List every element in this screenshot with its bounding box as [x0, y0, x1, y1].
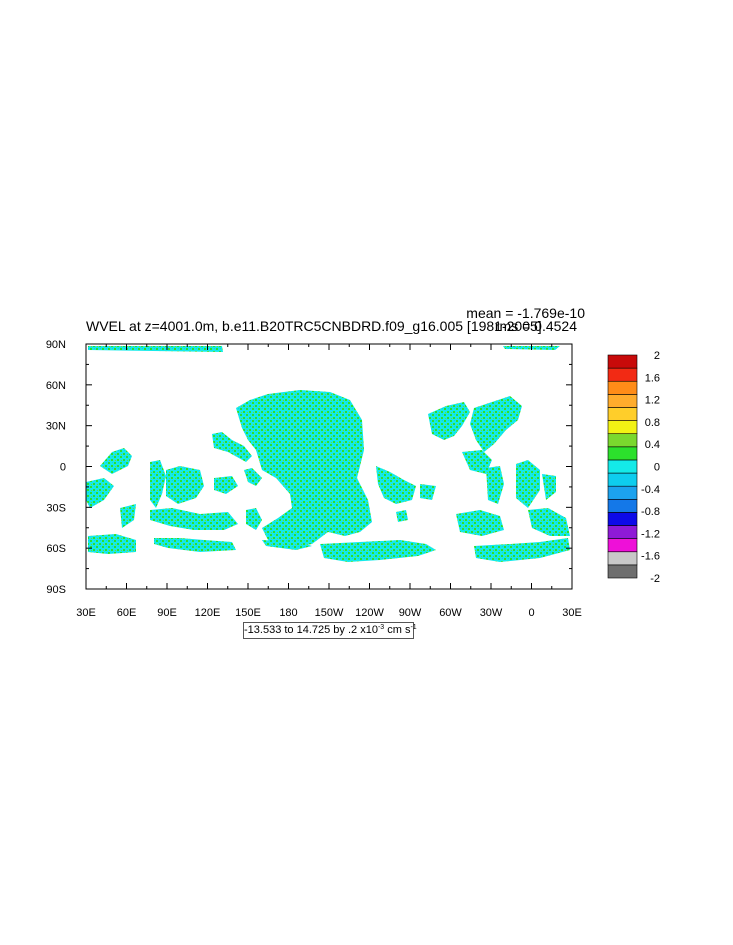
- x-tick-label: 30E: [76, 607, 96, 619]
- y-tick-label: 60S: [46, 543, 66, 555]
- colorbar-label: -2: [650, 573, 660, 585]
- field-patch: [246, 508, 262, 530]
- x-axis: 30E 60E 90E 120E 150E 180 150W 120W 90W 60W 30W 0 30…: [76, 344, 582, 619]
- x-tick-label: 150W: [315, 607, 344, 619]
- x-tick-label: 150E: [235, 607, 261, 619]
- y-tick-label: 90N: [46, 339, 66, 351]
- field-patch: [428, 402, 470, 440]
- field-patch: [214, 476, 238, 494]
- stat-rms: rms = 0.4524: [495, 318, 577, 334]
- colorbar-label: 0: [654, 462, 660, 474]
- field-patch: [420, 484, 436, 500]
- x-tick-label: 0: [528, 607, 534, 619]
- field-patch: [376, 466, 416, 504]
- colorbar-swatch: [607, 485, 638, 500]
- colorbar-swatch: [607, 354, 638, 369]
- field-patch: [262, 540, 312, 550]
- colorbar-swatch: [607, 538, 638, 553]
- field-patch: [150, 508, 238, 530]
- field-patch: [474, 538, 570, 562]
- field-patch: [516, 460, 540, 508]
- y-tick-label: 90S: [46, 584, 66, 596]
- field-patch: [320, 540, 436, 562]
- colorbar-swatch: [607, 498, 638, 513]
- x-tick-label: 120W: [355, 607, 384, 619]
- x-tick-label: 180: [279, 607, 297, 619]
- colorbar-label: 1.2: [645, 395, 660, 407]
- colorbar-label: -1.2: [641, 528, 660, 540]
- colorbar-swatch: [607, 446, 638, 461]
- field-layer: [86, 346, 570, 562]
- field-patch: [154, 538, 236, 552]
- y-tick-label: 30S: [46, 502, 66, 514]
- colorbar-swatch: [607, 367, 638, 382]
- x-tick-label: 90W: [399, 607, 422, 619]
- x-tick-label: 30W: [480, 607, 503, 619]
- x-tick-label: 60E: [117, 607, 137, 619]
- colorbar-swatch: [607, 394, 638, 408]
- field-patch: [528, 508, 570, 536]
- x-tick-label: 120E: [195, 607, 221, 619]
- field-patch: [166, 466, 204, 504]
- y-tick-label: 60N: [46, 380, 66, 392]
- colorbar-label: 0.8: [645, 417, 660, 429]
- x-tick-label: 30E: [562, 607, 582, 619]
- field-patch: [150, 460, 166, 508]
- contour-info-units-exponent: -1: [410, 624, 417, 631]
- stat-mean: mean = -1.769e-10: [466, 305, 585, 321]
- colorbar-swatch: [607, 459, 638, 474]
- colorbar-swatch: [607, 564, 638, 579]
- colorbar-swatch: [607, 551, 638, 566]
- field-patch: [456, 510, 504, 536]
- field-patch: [88, 346, 223, 352]
- contour-info-prefix: -13.533 to 14.725 by .2 x10: [244, 624, 378, 636]
- y-tick-label: 0: [60, 462, 66, 474]
- colorbar-swatch: [607, 512, 638, 526]
- colorbar: -2 -1.6 -1.2 -0.8 -0.4 0 0.4 0.8 1.2 1.6 2: [607, 350, 660, 585]
- colorbar-swatch: [607, 525, 638, 539]
- contour-info-exponent: -3: [377, 624, 385, 631]
- colorbar-label: 2: [654, 350, 660, 362]
- field-patch: [396, 510, 408, 522]
- colorbar-label: -0.4: [641, 484, 660, 496]
- y-axis: 90S 60S 30S 0 30N 60N 90N: [46, 339, 572, 596]
- colorbar-swatch: [607, 407, 638, 421]
- field-patch: [88, 534, 136, 554]
- colorbar-swatch: [607, 433, 638, 448]
- x-tick-label: 90E: [157, 607, 177, 619]
- colorbar-swatch: [607, 380, 638, 395]
- field-patch: [470, 396, 522, 452]
- chart-title: WVEL at z=4001.0m, b.e11.B20TRC5CNBDRD.f…: [86, 318, 542, 334]
- colorbar-swatch: [607, 472, 638, 487]
- y-tick-label: 30N: [46, 421, 66, 433]
- colorbar-label: -0.8: [641, 506, 660, 518]
- field-patch: [100, 448, 132, 474]
- contour-info-units: cm s: [384, 624, 411, 636]
- field-patch: [236, 390, 372, 548]
- colorbar-label: 1.6: [645, 372, 660, 384]
- field-patch: [120, 504, 136, 528]
- colorbar-swatch: [607, 420, 638, 435]
- field-patch: [542, 474, 556, 500]
- colorbar-label: 0.4: [645, 439, 660, 451]
- field-patch: [212, 432, 252, 462]
- field-patch: [486, 466, 504, 504]
- field-patch: [86, 478, 114, 508]
- contour-info-box: -13.533 to 14.725 by .2 x10-3 cm s-1: [243, 622, 417, 639]
- x-tick-label: 60W: [439, 607, 462, 619]
- field-patch: [462, 450, 492, 474]
- field-patch: [244, 468, 262, 486]
- colorbar-label: -1.6: [641, 551, 660, 563]
